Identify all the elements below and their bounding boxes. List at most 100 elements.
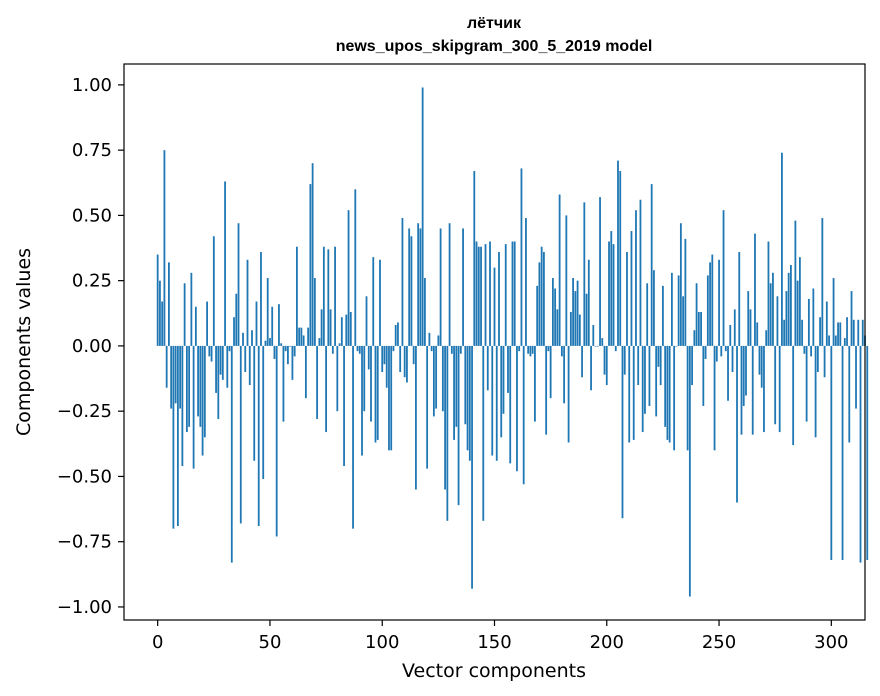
bar bbox=[610, 231, 613, 346]
bar bbox=[264, 340, 267, 346]
bar bbox=[855, 345, 857, 409]
bar bbox=[825, 301, 828, 346]
bar bbox=[415, 345, 417, 490]
bar bbox=[289, 345, 292, 347]
bar bbox=[376, 345, 379, 440]
bar bbox=[296, 246, 298, 346]
bar bbox=[309, 184, 312, 346]
bar bbox=[623, 345, 626, 375]
bar bbox=[641, 345, 644, 433]
bar bbox=[412, 345, 415, 365]
bar bbox=[388, 345, 390, 451]
bar bbox=[617, 160, 619, 346]
bar bbox=[459, 345, 462, 354]
bar bbox=[513, 241, 516, 346]
bar bbox=[778, 345, 781, 433]
bar bbox=[516, 345, 518, 472]
bar bbox=[480, 246, 482, 346]
bar bbox=[226, 345, 229, 388]
bar bbox=[821, 218, 824, 346]
bar bbox=[520, 168, 523, 346]
bar bbox=[482, 345, 485, 521]
bar bbox=[754, 233, 756, 346]
bar bbox=[208, 345, 211, 357]
bar bbox=[583, 202, 586, 346]
bar bbox=[608, 241, 610, 346]
bar bbox=[316, 345, 319, 420]
bar bbox=[819, 317, 821, 346]
bar bbox=[493, 267, 496, 346]
bar bbox=[313, 278, 316, 346]
bar bbox=[668, 345, 671, 443]
bar bbox=[666, 345, 669, 440]
bar bbox=[174, 345, 177, 404]
bar bbox=[603, 345, 606, 375]
y-tick-label: 1.00 bbox=[72, 75, 112, 96]
bar bbox=[653, 270, 655, 346]
bar bbox=[679, 223, 682, 346]
bar bbox=[724, 345, 727, 352]
bar bbox=[246, 259, 249, 346]
bar bbox=[248, 345, 251, 386]
y-axis-label: Components values bbox=[13, 248, 35, 436]
bar bbox=[632, 345, 635, 440]
bar bbox=[794, 220, 797, 346]
bar bbox=[599, 197, 601, 346]
bar bbox=[796, 280, 799, 346]
bar bbox=[834, 335, 837, 346]
bar bbox=[190, 272, 193, 346]
bar bbox=[850, 291, 853, 346]
bar bbox=[498, 251, 500, 346]
x-tick-label: 250 bbox=[702, 632, 736, 653]
bar bbox=[491, 345, 494, 456]
bar bbox=[280, 343, 283, 346]
bar bbox=[406, 345, 408, 383]
bar bbox=[172, 345, 175, 529]
bar bbox=[354, 189, 357, 346]
bar bbox=[383, 345, 386, 365]
bar bbox=[163, 150, 166, 346]
bar bbox=[239, 345, 242, 524]
bar bbox=[704, 345, 707, 359]
bar bbox=[334, 246, 336, 346]
bar bbox=[271, 306, 274, 346]
bar bbox=[237, 223, 240, 346]
bar bbox=[161, 301, 164, 346]
bar bbox=[430, 345, 433, 352]
bar bbox=[397, 322, 399, 346]
bar bbox=[242, 332, 244, 346]
bar bbox=[543, 251, 545, 346]
bar bbox=[594, 345, 597, 347]
bar bbox=[462, 228, 464, 346]
bar bbox=[358, 345, 361, 354]
bar bbox=[486, 345, 489, 391]
bar bbox=[329, 309, 332, 346]
bar bbox=[215, 345, 217, 393]
bar bbox=[751, 345, 754, 435]
bar bbox=[448, 223, 451, 346]
bar bbox=[221, 345, 224, 380]
bar bbox=[587, 259, 590, 346]
x-tick-label: 300 bbox=[814, 632, 848, 653]
bar bbox=[630, 231, 633, 346]
bar bbox=[446, 345, 449, 521]
bar bbox=[861, 319, 864, 346]
bar bbox=[504, 244, 507, 346]
bar bbox=[601, 338, 604, 346]
bar bbox=[361, 345, 363, 456]
bar bbox=[212, 236, 215, 346]
bar bbox=[828, 335, 830, 346]
bar bbox=[181, 345, 184, 466]
bar bbox=[581, 345, 583, 378]
bar bbox=[457, 345, 460, 506]
bar bbox=[848, 345, 851, 443]
bar bbox=[338, 343, 341, 346]
bar bbox=[774, 345, 777, 425]
bar bbox=[612, 244, 615, 346]
bar bbox=[596, 345, 599, 347]
bar bbox=[336, 345, 339, 412]
bar bbox=[758, 345, 761, 375]
bar bbox=[574, 291, 577, 346]
bar bbox=[720, 345, 723, 357]
bar bbox=[711, 254, 714, 346]
